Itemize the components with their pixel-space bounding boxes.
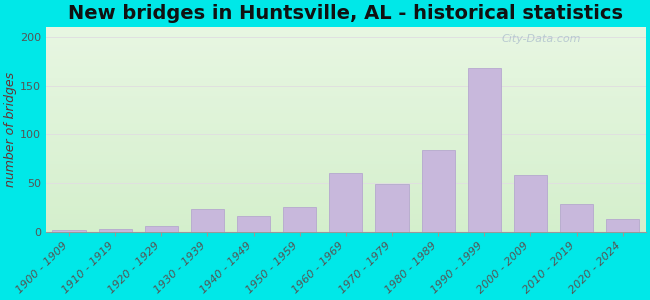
Y-axis label: number of bridges: number of bridges: [4, 72, 17, 187]
Bar: [560, 204, 593, 232]
Bar: [237, 216, 270, 232]
Bar: [191, 209, 224, 232]
Bar: [468, 68, 501, 232]
Bar: [283, 207, 317, 232]
Bar: [330, 173, 363, 232]
Bar: [376, 184, 409, 232]
Title: New bridges in Huntsville, AL - historical statistics: New bridges in Huntsville, AL - historic…: [68, 4, 623, 23]
Bar: [99, 229, 132, 232]
Bar: [606, 219, 640, 232]
Bar: [514, 175, 547, 232]
Bar: [53, 230, 86, 232]
Text: City-Data.com: City-Data.com: [502, 34, 581, 44]
Bar: [422, 150, 455, 232]
Bar: [145, 226, 178, 232]
